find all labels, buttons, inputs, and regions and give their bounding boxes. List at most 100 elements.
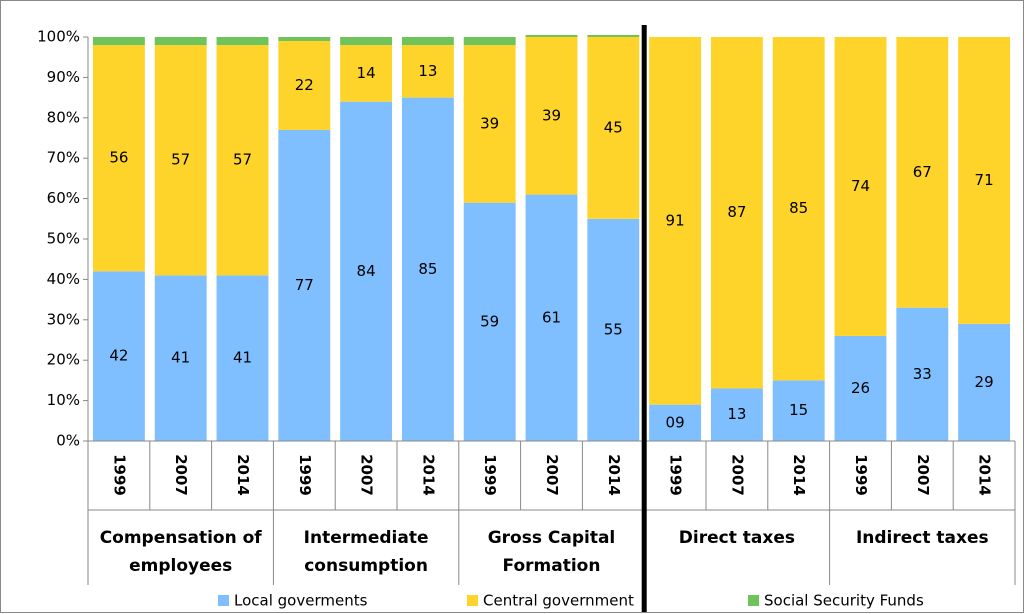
bar-segment	[649, 37, 702, 405]
data-label: 57	[171, 151, 190, 169]
bar-segment	[525, 37, 578, 195]
x-tick-label: 2007	[914, 454, 932, 496]
bar-segment	[92, 37, 145, 46]
data-label: 57	[233, 151, 252, 169]
bar-segment	[154, 275, 207, 441]
bar-segment	[340, 37, 393, 46]
bar-segment	[772, 37, 825, 381]
bar-segment	[834, 37, 887, 336]
bar-segment	[278, 37, 331, 42]
bar-segment	[710, 37, 763, 389]
data-label: 67	[913, 163, 932, 181]
bar-segment	[92, 45, 145, 272]
data-label: 41	[233, 349, 252, 367]
bar-segment	[649, 404, 702, 441]
group-label: Indirect taxes	[855, 528, 989, 548]
y-tick-label: 60%	[47, 189, 80, 207]
bar-segment	[525, 34, 578, 37]
legend-label: Social Security Funds	[764, 592, 924, 610]
bar-segment	[463, 202, 516, 441]
bar-segment	[216, 45, 269, 276]
legend-swatch	[748, 595, 759, 606]
bar-segment	[834, 335, 887, 441]
data-label: 87	[727, 203, 746, 221]
data-label: 59	[480, 312, 499, 330]
bar-segment	[896, 307, 949, 441]
y-tick-label: 90%	[47, 68, 80, 86]
x-tick-label: 2007	[172, 454, 190, 496]
x-tick-label: 2014	[234, 454, 252, 496]
data-label: 71	[975, 171, 994, 189]
x-tick-label: 2014	[790, 454, 808, 496]
data-label: 55	[604, 320, 623, 338]
x-tick-label: 1999	[296, 454, 314, 496]
data-label: 14	[357, 64, 376, 82]
data-label: 91	[666, 211, 685, 229]
bar-segment	[340, 45, 393, 102]
group-label: Direct taxes	[678, 528, 795, 548]
x-tick-label: 2007	[728, 454, 746, 496]
group-label: Gross Capital Formation	[487, 528, 616, 576]
data-label: 85	[418, 260, 437, 278]
bar-segment	[154, 45, 207, 276]
bar-segment	[896, 37, 949, 308]
data-label: 61	[542, 308, 561, 326]
data-label: 45	[604, 118, 623, 136]
x-tick-label: 1999	[481, 454, 499, 496]
data-label: 29	[975, 373, 994, 391]
y-tick-label: 40%	[47, 270, 80, 288]
y-tick-label: 10%	[47, 391, 80, 409]
x-tick-label: 2007	[543, 454, 561, 496]
legend-label: Local goverments	[234, 592, 368, 610]
bar-segment	[587, 34, 640, 37]
data-label: 09	[666, 413, 685, 431]
bar-segment	[463, 45, 516, 203]
bar-segment	[772, 380, 825, 441]
y-tick-label: 0%	[56, 432, 80, 450]
data-label: 13	[727, 405, 746, 423]
bar-segment	[401, 97, 454, 441]
bar-segment	[525, 194, 578, 441]
y-tick-label: 80%	[47, 108, 80, 126]
data-label: 33	[913, 365, 932, 383]
bar-segment	[154, 37, 207, 46]
data-label: 77	[295, 276, 314, 294]
data-label: 39	[542, 106, 561, 124]
data-label: 42	[109, 347, 128, 365]
group-label: Intermediate consumption	[303, 528, 429, 576]
y-tick-label: 30%	[47, 310, 80, 328]
legend-swatch	[467, 595, 478, 606]
bar-segment	[587, 37, 640, 219]
bar-segment	[278, 41, 331, 130]
data-label: 26	[851, 379, 870, 397]
x-tick-label: 2007	[358, 454, 376, 496]
x-tick-label: 1999	[110, 454, 128, 496]
bar-segment	[463, 37, 516, 46]
x-tick-label: 1999	[852, 454, 870, 496]
bar-segment	[401, 45, 454, 98]
bar-segment	[278, 129, 331, 442]
bar-segment	[958, 323, 1011, 441]
data-label: 15	[789, 401, 808, 419]
legend-swatch	[218, 595, 229, 606]
bar-segment	[587, 218, 640, 441]
bar-segment	[216, 37, 269, 46]
data-label: 22	[295, 76, 314, 94]
y-tick-label: 50%	[47, 230, 80, 248]
y-tick-label: 70%	[47, 149, 80, 167]
bar-segment	[340, 101, 393, 441]
legend-label: Central government	[483, 592, 634, 610]
data-label: 85	[789, 199, 808, 217]
bar-segment	[710, 388, 763, 441]
data-label: 74	[851, 177, 870, 195]
data-label: 13	[418, 62, 437, 80]
x-tick-label: 2014	[605, 454, 623, 496]
x-tick-label: 1999	[667, 454, 685, 496]
bar-segment	[92, 271, 145, 441]
x-tick-label: 2014	[419, 454, 437, 496]
bar-segment	[958, 37, 1011, 324]
group-label: Compensation of employees	[99, 528, 262, 576]
data-label: 39	[480, 114, 499, 132]
